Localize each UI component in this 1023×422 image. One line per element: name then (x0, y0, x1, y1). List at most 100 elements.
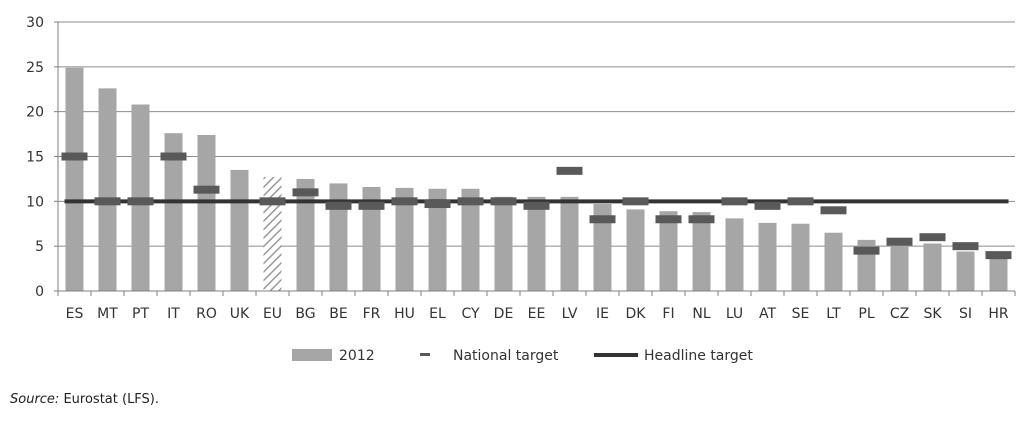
x-tick-label: SI (959, 306, 972, 322)
y-tick-label: 30 (26, 15, 44, 31)
x-tick-label: BG (295, 306, 315, 322)
bar-fi (659, 211, 678, 291)
x-tick-label: FR (363, 306, 381, 322)
legend-swatch-headline-target (594, 353, 638, 357)
legend-label-2012: 2012 (339, 348, 375, 364)
national-target-ro (193, 185, 220, 194)
bar-dk (626, 209, 645, 291)
national-target-it (160, 152, 187, 161)
bar-eu (263, 177, 282, 291)
national-target-de (490, 197, 517, 206)
national-target-el (424, 200, 451, 209)
national-target-fr (358, 201, 385, 210)
y-tick-label: 15 (26, 150, 44, 166)
national-target-si (952, 242, 979, 251)
bar-si (956, 251, 975, 291)
national-target-hu (391, 197, 418, 206)
x-tick-label: EE (528, 306, 546, 322)
legend: 2012 National target Headline target (292, 348, 753, 364)
bar-ie (593, 204, 612, 291)
national-target-se (787, 197, 814, 206)
national-target-fi (655, 215, 682, 224)
bar-at (758, 222, 777, 291)
national-target-dk (622, 197, 649, 206)
national-target-be (325, 201, 352, 210)
national-target-markers (61, 152, 1012, 260)
bar-lv (560, 196, 579, 291)
bar-fr (362, 186, 381, 291)
x-tick-label: EL (429, 306, 446, 322)
national-target-eu (259, 197, 286, 206)
national-target-nl (688, 215, 715, 224)
bar-mt (98, 88, 117, 291)
y-tick-label: 10 (26, 194, 44, 210)
x-tick-label: SE (792, 306, 810, 322)
bar-se (791, 223, 810, 291)
x-tick-label: EU (263, 306, 282, 322)
y-tick-label: 20 (26, 105, 44, 121)
bar-be (329, 183, 348, 291)
x-tick-label: CZ (890, 306, 909, 322)
x-tick-label: LT (826, 306, 841, 322)
bar-cy (461, 188, 480, 291)
y-axis: 0 5 10 15 20 25 30 (26, 15, 59, 300)
bar-ee (527, 196, 546, 291)
bar-nl (692, 212, 711, 291)
bar-de (494, 196, 513, 291)
x-axis: ES MT PT IT RO UK EU BG BE FR HU EL CY DE EE LV IE DK FI NL… (57, 290, 1016, 322)
legend-label-headline-target: Headline target (644, 348, 753, 364)
bar-series (65, 67, 1008, 291)
x-tick-label: MT (97, 306, 118, 322)
source-label: Source: (10, 392, 60, 407)
source-note: Source: Eurostat (LFS). (10, 392, 159, 407)
bar-lu (725, 218, 744, 291)
national-target-lu (721, 197, 748, 206)
y-tick-label: 0 (35, 284, 44, 300)
x-tick-label: HR (988, 306, 1009, 322)
bar-bg (296, 178, 315, 291)
bar-sk (923, 243, 942, 291)
y-tick-label: 5 (35, 239, 44, 255)
x-tick-label: BE (329, 306, 347, 322)
legend-swatch-2012 (292, 349, 332, 361)
national-target-at (754, 201, 781, 210)
x-tick-label: LU (726, 306, 743, 322)
national-target-pl (853, 246, 880, 255)
x-tick-label: SK (923, 306, 942, 322)
x-tick-label: PL (858, 306, 874, 322)
national-target-hr (985, 251, 1012, 260)
bar-el (428, 188, 447, 291)
national-target-bg (292, 188, 319, 197)
x-tick-label: IT (167, 306, 180, 322)
national-target-ee (523, 201, 550, 210)
chart: 0 5 10 15 20 25 30 ES MT PT IT RO UK EU BG BE FR HU EL CY D… (26, 15, 1016, 364)
source-text: Eurostat (LFS). (59, 392, 160, 407)
x-tick-label: LV (562, 306, 578, 322)
national-target-cz (886, 237, 913, 246)
bar-uk (230, 169, 249, 291)
x-tick-label: FI (662, 306, 674, 322)
x-tick-label: AT (759, 306, 776, 322)
national-target-es (61, 152, 88, 161)
x-tick-label: DK (626, 306, 647, 322)
national-target-sk (919, 233, 946, 242)
x-tick-label: IE (596, 306, 609, 322)
x-tick-label: CY (461, 306, 480, 322)
bar-cz (890, 241, 909, 291)
x-tick-label: ES (66, 306, 84, 322)
bar-hu (395, 187, 414, 291)
x-tick-label: HU (394, 306, 415, 322)
bar-es (65, 67, 84, 291)
bar-ro (197, 134, 216, 291)
bar-it (164, 133, 183, 291)
national-target-lt (820, 206, 847, 215)
x-tick-label: DE (494, 306, 514, 322)
national-target-ie (589, 215, 616, 224)
legend-label-national-target: National target (453, 348, 559, 364)
x-tick-label: PT (132, 306, 149, 322)
legend-swatch-national-target (420, 353, 430, 356)
y-tick-label: 25 (26, 60, 44, 76)
national-target-lv (556, 166, 583, 175)
x-tick-label: RO (196, 306, 217, 322)
national-target-cy (457, 197, 484, 206)
